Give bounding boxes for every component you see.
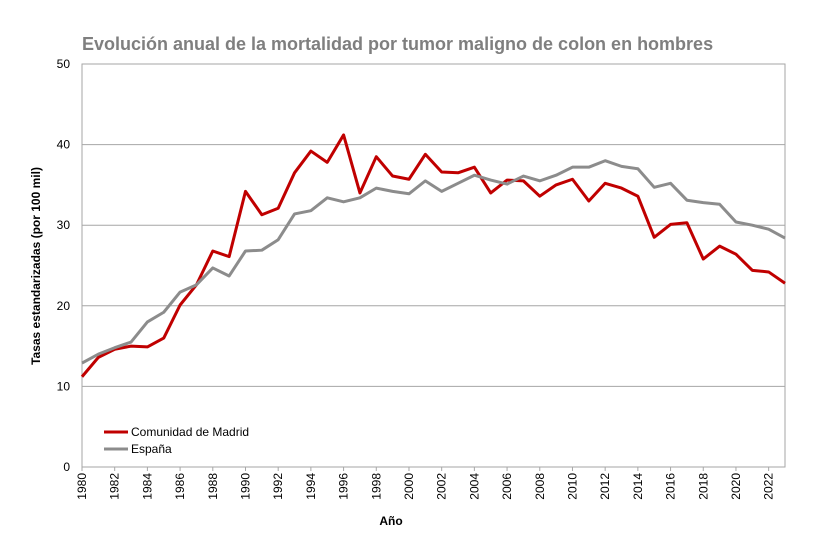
x-tick-label: 2000 [402, 473, 416, 500]
y-axis-label: Tasas estandarizadas (por 100 mil) [29, 167, 43, 365]
legend-label: Comunidad de Madrid [131, 425, 249, 439]
x-tick-label: 1994 [304, 473, 318, 500]
x-tick-label: 1996 [337, 473, 351, 500]
x-tick-label: 2018 [696, 473, 710, 500]
x-tick-label: 2002 [435, 473, 449, 500]
plot-frame [81, 63, 786, 468]
x-axis-label: Año [379, 514, 402, 528]
x-tick-label: 2008 [533, 473, 547, 500]
x-tick-label: 1980 [75, 473, 89, 500]
legend-label: España [131, 442, 172, 456]
y-tick-label: 20 [57, 299, 71, 313]
series-line [81, 159, 786, 365]
x-tick-label: 2016 [664, 473, 678, 500]
x-tick-label: 2012 [598, 473, 612, 500]
x-tick-label: 1992 [271, 473, 285, 500]
y-tick-label: 0 [63, 460, 70, 474]
y-tick-label: 10 [57, 379, 71, 393]
x-tick-label: 2014 [631, 473, 645, 500]
x-tick-label: 1984 [140, 473, 154, 500]
y-tick-label: 30 [57, 218, 71, 232]
x-tick-label: 1998 [369, 473, 383, 500]
x-tick-label: 2022 [762, 473, 776, 500]
x-tick-label: 2020 [729, 473, 743, 500]
series-line [80, 133, 786, 378]
x-tick-label: 2004 [467, 473, 481, 500]
x-tick-label: 1988 [206, 473, 220, 500]
y-tick-label: 50 [57, 57, 71, 71]
x-tick-label: 1986 [173, 473, 187, 500]
x-tick-label: 2010 [565, 473, 579, 500]
chart-title: Evolución anual de la mortalidad por tum… [82, 34, 713, 54]
x-tick-label: 1990 [238, 473, 252, 500]
x-tick-label: 1982 [108, 473, 122, 500]
y-tick-label: 40 [57, 138, 71, 152]
x-tick-label: 2006 [500, 473, 514, 500]
